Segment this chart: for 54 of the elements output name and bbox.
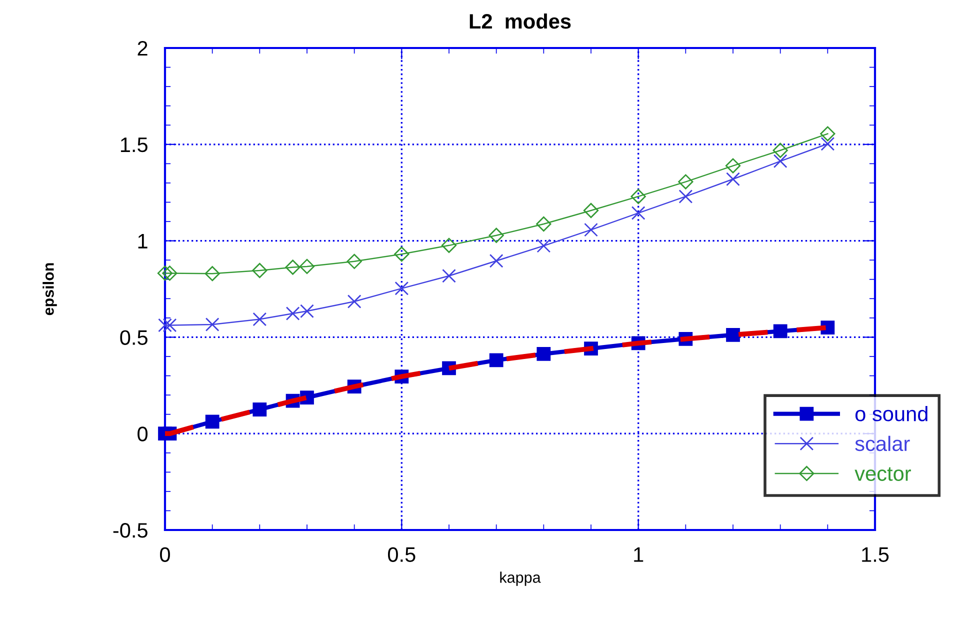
legend-label: o sound <box>855 406 928 422</box>
point <box>252 402 267 416</box>
point <box>583 202 599 218</box>
y-tick-label: 2 <box>138 41 148 56</box>
point <box>536 216 552 232</box>
point <box>726 172 740 186</box>
point <box>631 206 646 220</box>
point <box>678 174 694 190</box>
y-tick-label: 0 <box>138 426 148 442</box>
point <box>489 353 504 368</box>
point <box>536 238 551 253</box>
x-tick-label: 0.5 <box>388 547 416 562</box>
x-tick-label: 1 <box>634 547 644 562</box>
x-tick-label: 1.5 <box>862 547 889 562</box>
point <box>725 158 741 174</box>
point <box>773 324 788 338</box>
point <box>442 268 456 283</box>
point <box>252 312 267 326</box>
point <box>489 254 504 268</box>
point <box>820 136 835 151</box>
x-axis-title: kappa <box>500 572 541 586</box>
x-tick-label: 0 <box>160 547 170 562</box>
point <box>773 154 788 168</box>
point <box>488 228 504 243</box>
point <box>678 190 693 204</box>
point <box>820 126 836 142</box>
y-tick-label: 1.5 <box>120 138 148 152</box>
point <box>441 238 457 253</box>
point <box>394 281 409 296</box>
point <box>162 266 178 281</box>
point <box>205 318 220 332</box>
chart-title: L2 modes <box>470 13 571 29</box>
y-tick-label: -0.5 <box>113 523 148 538</box>
point <box>252 262 268 278</box>
y-axis-title: epsilon <box>42 263 57 316</box>
point <box>157 266 173 281</box>
point <box>285 260 300 275</box>
point <box>205 414 220 429</box>
point <box>347 294 362 308</box>
point <box>162 318 177 332</box>
legend-label: vector <box>854 467 911 481</box>
point <box>204 266 220 282</box>
y-tick-label: 0.5 <box>120 330 148 345</box>
legend-label: scalar <box>855 436 910 452</box>
point <box>772 142 788 158</box>
y-tick-label: 1 <box>138 234 148 248</box>
point <box>584 222 598 237</box>
point <box>726 328 740 342</box>
point <box>158 318 172 332</box>
point <box>536 347 551 361</box>
point <box>299 258 315 274</box>
point <box>346 254 362 269</box>
point <box>630 188 646 204</box>
point <box>394 246 410 262</box>
